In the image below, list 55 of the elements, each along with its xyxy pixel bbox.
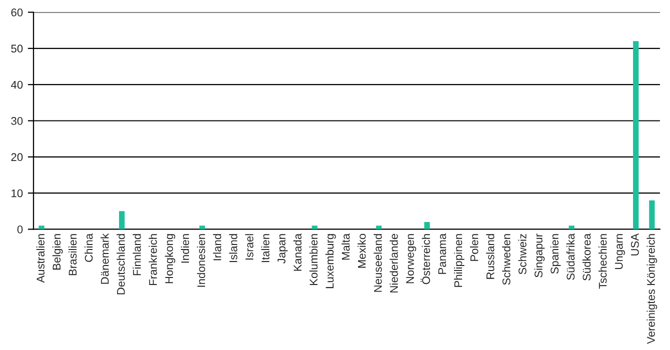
y-tick-label: 40 xyxy=(10,80,23,89)
x-tick-label: Finnland xyxy=(132,234,141,276)
x-tick-label: Südkorea xyxy=(582,233,591,280)
x-tick-label: Vereinigtes Königreich xyxy=(646,234,658,344)
x-tick-label: Brasilien xyxy=(68,234,77,276)
x-tick-label: Belgien xyxy=(52,234,63,270)
x-tick-label: USA xyxy=(630,233,639,256)
x-tick-label: Kanada xyxy=(293,233,302,271)
bar xyxy=(199,226,205,230)
y-tick-label: 30 xyxy=(11,117,23,125)
x-tick-label: Italien xyxy=(261,234,270,262)
x-tick-label: Schweiz xyxy=(518,234,526,274)
x-tick-label: Südafrika xyxy=(566,233,575,280)
x-tick-label: Indien xyxy=(180,234,190,263)
x-tick-label: Kolumbien xyxy=(309,234,318,286)
x-tick-label: Luxemburg xyxy=(325,234,336,288)
y-tick-label: 50 xyxy=(11,44,23,53)
bar xyxy=(568,226,574,230)
x-tick-label: Malta xyxy=(342,233,350,260)
x-tick-label: Irland xyxy=(213,234,222,260)
x-tick-label: Österreich xyxy=(420,234,430,284)
x-tick-label: Dänemark xyxy=(100,233,109,284)
x-tick-label: Deutschland xyxy=(116,234,125,294)
x-tick-label: Tschechien xyxy=(598,234,607,289)
x-tick-label: Island xyxy=(229,234,238,262)
x-tick-label: Norwegen xyxy=(406,234,416,284)
x-tick-label: Panama xyxy=(438,233,446,274)
x-tick-label: Japan xyxy=(278,234,288,264)
x-tick-label: China xyxy=(84,233,93,262)
x-tick-label: Polen xyxy=(470,234,478,261)
x-tick-label: Singapur xyxy=(534,234,545,278)
x-tick-label: Spanien xyxy=(550,234,561,274)
x-tick-label: Neuseeland xyxy=(374,234,382,292)
y-tick-label: 10 xyxy=(12,189,23,198)
x-tick-label: Frankreich xyxy=(148,234,157,285)
x-tick-label: Philippinen xyxy=(454,234,464,287)
x-tick-label: Mexiko xyxy=(358,234,366,268)
bar xyxy=(119,211,125,230)
x-tick-label: Hongkong xyxy=(164,234,176,284)
x-tick-label: Israel xyxy=(245,234,254,260)
bar xyxy=(424,222,430,230)
x-tick-label: Indonesien xyxy=(196,234,206,287)
bar xyxy=(376,226,382,230)
bar xyxy=(649,200,655,230)
x-tick-label: Niederlande xyxy=(390,234,398,292)
bar xyxy=(38,226,44,230)
y-tick-label: 0 xyxy=(17,226,23,234)
y-tick-label: 60 xyxy=(11,8,23,16)
x-tick-label: Schweden xyxy=(502,234,510,285)
x-tick-label: Ungarn xyxy=(615,234,625,269)
x-tick-label: Russland xyxy=(486,234,494,279)
bar xyxy=(312,226,318,230)
y-tick-label: 20 xyxy=(11,153,23,162)
bar xyxy=(633,41,639,230)
x-tick-label: Australien xyxy=(36,234,45,283)
